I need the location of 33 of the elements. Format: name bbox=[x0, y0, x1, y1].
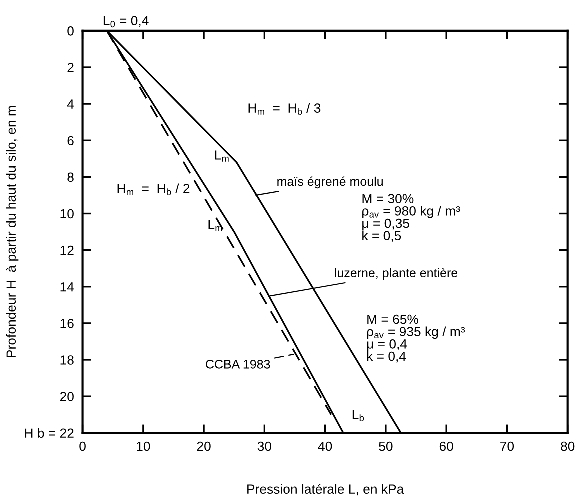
series-label: maïs égrené moulu bbox=[278, 176, 383, 189]
x-tick-label: 80 bbox=[561, 442, 575, 452]
y-tick-label: 8 bbox=[68, 172, 74, 182]
y-tick-label: 12 bbox=[60, 246, 74, 256]
annotation: H$_{m}$ = H$_{b}$ / 3 bbox=[248, 103, 321, 116]
x-tick-label: 60 bbox=[440, 442, 454, 452]
x-tick-label: 10 bbox=[137, 442, 150, 452]
annotation: H$_{m}$ = H$_{b}$ / 2 bbox=[118, 184, 190, 196]
y-tick-label: 14 bbox=[60, 282, 74, 292]
y-tick-label: H b = 22 bbox=[25, 428, 74, 438]
y-tick-label: 0 bbox=[68, 26, 74, 36]
y-tick-label: 10 bbox=[60, 209, 74, 219]
legend-label: CCBA 1983 bbox=[206, 360, 270, 369]
x-tick-label: 30 bbox=[258, 442, 272, 452]
y-tick-label: 18 bbox=[60, 356, 74, 365]
y-tick-label: 4 bbox=[67, 100, 74, 109]
x-tick-label: 20 bbox=[197, 442, 211, 452]
annotation: L$_{b}$ bbox=[352, 410, 364, 422]
x-tick-label: 70 bbox=[500, 442, 514, 452]
x-tick-label: 0 bbox=[80, 442, 86, 452]
annotation: M = 65% ρ$_{av}$ = 935 kg / m³ μ = 0,4 k = 0,4 bbox=[367, 314, 466, 363]
annotation: L$_{0}$ = 0,4 bbox=[104, 16, 149, 28]
annotation: L$_{m}$ bbox=[215, 150, 229, 162]
text: luzerne, plante entière bbox=[335, 268, 458, 280]
x-axis-title: Pression latérale L, en kPa bbox=[248, 484, 404, 496]
annotation: M = 30% ρ$_{av}$ = 980 kg / m³ μ = 0,35 k = 0,5 bbox=[362, 194, 460, 242]
y-tick-label: 2 bbox=[68, 63, 74, 72]
x-tick-label: 50 bbox=[379, 442, 393, 452]
y-tick-label: 20 bbox=[60, 392, 74, 402]
x-tick-label: 40 bbox=[318, 442, 332, 452]
y-tick-label: 16 bbox=[60, 319, 74, 328]
y-axis-title: Profondeur H à partir du haut du silo, en m bbox=[6, 106, 19, 358]
y-tick-label: 6 bbox=[68, 136, 74, 146]
